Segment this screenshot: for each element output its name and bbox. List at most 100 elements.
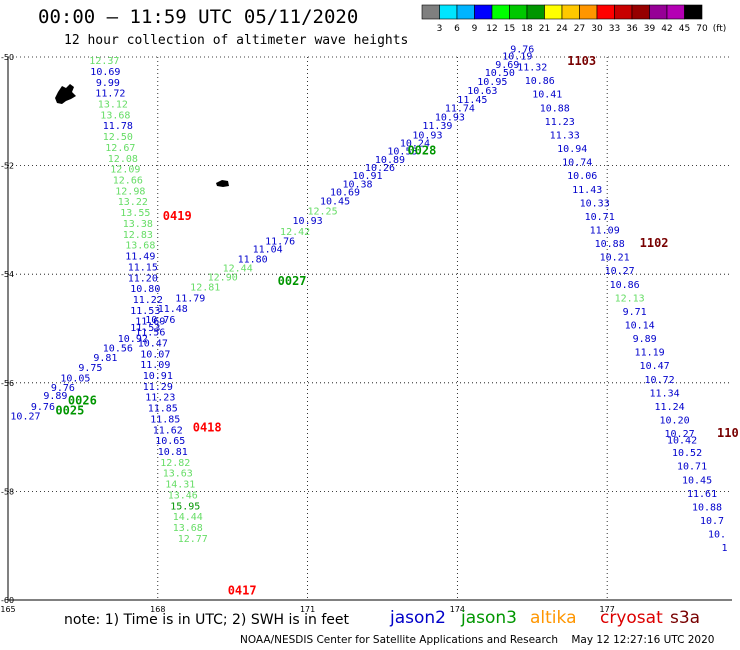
color-scale-tick: 21 bbox=[539, 24, 550, 34]
wave-height-point: 9.76 bbox=[31, 402, 55, 413]
color-scale-swatch bbox=[421, 4, 440, 20]
color-scale-swatch bbox=[509, 4, 528, 20]
color-scale-tick: 9 bbox=[472, 24, 478, 34]
wave-height-point: 12.37 bbox=[89, 56, 119, 67]
pass-time-label: 0028 bbox=[407, 144, 436, 158]
color-scale-tick: 70 bbox=[696, 24, 708, 34]
wave-height-point: 11.23 bbox=[145, 393, 175, 404]
color-scale-swatch bbox=[666, 4, 685, 20]
wave-height-point: 13.55 bbox=[120, 208, 150, 219]
wave-height-point: 10.38 bbox=[342, 179, 372, 190]
pass-time-label: 0025 bbox=[55, 403, 84, 417]
wave-height-point: 13.63 bbox=[163, 469, 193, 480]
wave-height-point: 10.92 bbox=[118, 334, 148, 345]
color-scale-tick: 45 bbox=[679, 24, 690, 34]
wave-height-point: 9.89 bbox=[43, 391, 67, 402]
wave-height-point: 11.04 bbox=[253, 244, 283, 255]
footer-note: note: 1) Time is in UTC; 2) SWH is in fe… bbox=[64, 612, 350, 628]
wave-height-point: 12.13 bbox=[615, 293, 645, 304]
wave-height-point: 11.39 bbox=[422, 121, 452, 132]
color-scale-swatch bbox=[596, 4, 615, 20]
wave-height-point: 9.71 bbox=[623, 307, 647, 318]
x-tick-label: 174 bbox=[450, 605, 465, 614]
wave-height-point: 11.45 bbox=[457, 95, 487, 106]
pass-time-label: 110 bbox=[717, 426, 739, 440]
legend-mission-3: cryosat bbox=[600, 608, 663, 628]
wave-height-point: 10.27 bbox=[10, 412, 40, 423]
satellite-track: 10.279.769.899.7610.059.759.8110.5610.92… bbox=[10, 52, 532, 423]
wave-height-point: 10.06 bbox=[567, 171, 597, 182]
wave-height-point: 11.76 bbox=[265, 236, 295, 247]
y-tick-label: -50 bbox=[1, 53, 14, 62]
wave-height-point: 10.50 bbox=[485, 68, 515, 79]
wave-height-point: 13.68 bbox=[100, 110, 130, 121]
wave-height-point: 10.69 bbox=[90, 67, 120, 78]
y-tick-label: -56 bbox=[1, 379, 14, 388]
wave-height-point: 14.31 bbox=[165, 480, 195, 491]
x-tick-label: 171 bbox=[300, 605, 315, 614]
color-scale-tick: 42 bbox=[661, 24, 672, 34]
wave-height-point: 11.20 bbox=[128, 273, 158, 284]
x-tick-label: 168 bbox=[150, 605, 165, 614]
wave-height-point: 10.14 bbox=[625, 321, 655, 332]
wave-height-point: 10.42 bbox=[667, 436, 697, 447]
wave-height-point: 11.49 bbox=[125, 252, 155, 263]
color-scale-swatch bbox=[579, 4, 598, 20]
wave-height-point: 10.47 bbox=[640, 361, 670, 372]
wave-height-point: 10.81 bbox=[158, 447, 188, 458]
footer-credit: NOAA/NESDIS Center for Satellite Applica… bbox=[240, 634, 715, 646]
wave-height-point: 10.27 bbox=[665, 429, 695, 440]
color-scale-tick: 15 bbox=[504, 24, 515, 34]
color-scale-swatch bbox=[649, 4, 668, 20]
wave-height-point: 10.52 bbox=[672, 448, 702, 459]
wave-height-point: 11.32 bbox=[517, 63, 547, 74]
wave-height-point: 10.21 bbox=[600, 253, 630, 264]
chart-title: 00:00 – 11:59 UTC 05/11/2020 bbox=[38, 6, 359, 28]
color-scale-swatch bbox=[439, 4, 458, 20]
wave-height-point: 11.23 bbox=[545, 117, 575, 128]
y-tick-label: -52 bbox=[1, 162, 14, 171]
wave-height-point: 12.66 bbox=[113, 176, 143, 187]
pass-time-label: 1102 bbox=[640, 236, 669, 250]
wave-height-point: 10.91 bbox=[352, 171, 382, 182]
wave-height-point: 10.65 bbox=[155, 436, 185, 447]
wave-height-point: 12.98 bbox=[115, 186, 145, 197]
wave-height-point: 10.88 bbox=[595, 239, 625, 250]
pass-time-label: 1103 bbox=[567, 54, 596, 68]
wave-height-point: 10.69 bbox=[330, 187, 360, 198]
x-tick-label: 177 bbox=[600, 605, 615, 614]
wave-height-point: 10.93 bbox=[412, 130, 442, 141]
wave-height-point: 10.76 bbox=[145, 315, 175, 326]
wave-height-point: 10.24 bbox=[400, 139, 430, 150]
wave-height-point: 10.20 bbox=[660, 416, 690, 427]
wave-height-point: 11.61 bbox=[687, 489, 717, 500]
color-scale-swatch bbox=[561, 4, 580, 20]
wave-height-point: 12.08 bbox=[108, 154, 138, 165]
wave-height-point: 10.94 bbox=[557, 144, 587, 155]
color-scale-tick: 33 bbox=[609, 24, 620, 34]
axis-tick-labels: 165 168 171 174 177 -50 -52 -54 -56 -58 -60 bbox=[0, 53, 614, 614]
wave-height-point: 11.34 bbox=[650, 388, 680, 399]
wave-height-point: 10.71 bbox=[585, 212, 615, 223]
wave-height-point: 13.12 bbox=[98, 99, 128, 110]
wave-height-point: 10.80 bbox=[130, 284, 160, 295]
wave-height-point: 10.63 bbox=[467, 86, 497, 97]
y-tick-label: -54 bbox=[1, 270, 14, 279]
color-scale-swatch bbox=[614, 4, 633, 20]
x-tick-label: 165 bbox=[0, 605, 15, 614]
legend-mission-4: s3a bbox=[670, 608, 701, 628]
wave-height-point: 10.89 bbox=[375, 155, 405, 166]
satellite-tracks: 12.3710.699.9911.7213.1213.6811.7812.501… bbox=[10, 45, 738, 598]
wave-height-point: 11.09 bbox=[140, 360, 170, 371]
wave-height-point: 10. bbox=[708, 530, 726, 541]
wave-height-point: 11.56 bbox=[135, 328, 165, 339]
satellite-track: 9.76 11.32 10.86 10.41 10.88 11.23 11.33 10.94 1… bbox=[510, 45, 738, 554]
color-scale-tick: 39 bbox=[644, 24, 656, 34]
wave-height-point: 11.78 bbox=[103, 121, 133, 132]
wave-height-point: 10.45 bbox=[320, 197, 350, 208]
color-scale-tick: 36 bbox=[626, 24, 638, 34]
wave-height-point: 12.81 bbox=[190, 282, 220, 293]
wave-height-point: 11.19 bbox=[635, 348, 665, 359]
wave-height-point: 10.88 bbox=[692, 502, 722, 513]
wave-height-point: 11.29 bbox=[143, 382, 173, 393]
